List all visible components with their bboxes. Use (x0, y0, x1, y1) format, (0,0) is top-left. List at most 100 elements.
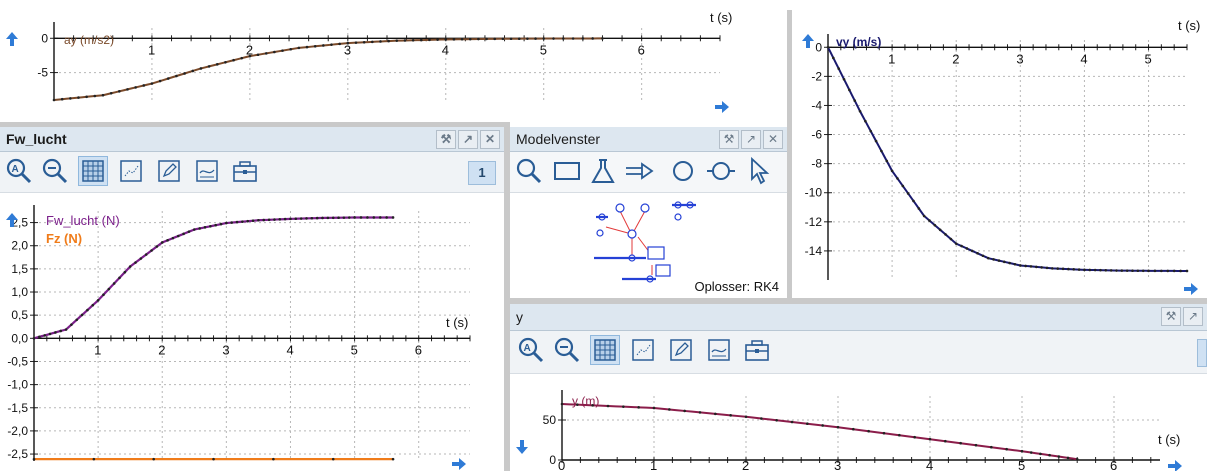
series-point (1083, 268, 1086, 272)
search-icon[interactable] (514, 156, 544, 186)
series-point (944, 439, 947, 443)
ay-graph[interactable]: 1 2 3 4 5 6 0 -5 t (s) ay (m/s2) (0, 0, 787, 122)
y-tick-label: -2,5 (7, 447, 28, 461)
splitter-vertical[interactable] (787, 10, 792, 300)
scroll-up-arrow-icon[interactable] (6, 32, 18, 51)
series-point (436, 38, 439, 41)
flow-arrow-icon[interactable] (624, 156, 654, 186)
series-point (112, 282, 116, 285)
splitter-vertical-lower[interactable] (504, 127, 510, 471)
series-point (342, 216, 346, 219)
edit-icon[interactable] (154, 156, 184, 186)
graph-icon[interactable] (704, 335, 734, 365)
series-point (552, 37, 555, 40)
connector-icon[interactable] (706, 156, 736, 186)
graph-icon[interactable] (192, 156, 222, 186)
series-point (134, 86, 137, 89)
series-point (832, 56, 835, 60)
y-titlebar[interactable]: y ⚒ ↗ (510, 304, 1207, 331)
series-point (80, 313, 84, 317)
close-icon[interactable]: ✕ (480, 130, 500, 149)
series-point (101, 93, 105, 97)
series-point (59, 329, 63, 333)
flask-icon[interactable] (588, 156, 618, 186)
page-number-badge[interactable]: 1 (468, 161, 496, 185)
series-point (1056, 267, 1060, 270)
series-point (150, 249, 153, 252)
zoom-out-icon[interactable] (40, 156, 70, 186)
series-point (452, 38, 456, 41)
series-point (1035, 265, 1038, 269)
undock-icon[interactable]: ↗ (1183, 307, 1203, 326)
series-point (428, 38, 431, 42)
series-point (974, 443, 978, 447)
series-point (858, 109, 862, 113)
model-window-titlebar[interactable]: Modelvenster ⚒ ↗ ✕ (510, 127, 787, 152)
fw-lucht-titlebar[interactable]: Fw_lucht ⚒ ↗ ✕ (0, 127, 504, 152)
series-point (867, 429, 870, 433)
y-tick-label: 0 (41, 31, 48, 45)
series-point (150, 82, 154, 85)
series-point (215, 63, 219, 66)
zoom-auto-icon[interactable]: A (4, 156, 34, 186)
scroll-right-arrow-icon[interactable] (452, 457, 466, 471)
series-point (990, 445, 993, 449)
undock-icon[interactable]: ↗ (741, 130, 761, 149)
splitter-horizontal-right[interactable] (510, 298, 1207, 304)
scroll-up-arrow-icon[interactable] (6, 213, 18, 232)
series-point (986, 256, 990, 260)
series-point (182, 232, 185, 236)
wrench-icon[interactable]: ⚒ (436, 130, 456, 149)
edit-icon[interactable] (666, 335, 696, 365)
fw-lucht-toolbar: A 1 (0, 152, 504, 193)
series-point (299, 217, 303, 220)
series-point (1048, 453, 1051, 457)
points-icon[interactable] (628, 335, 658, 365)
toolbox-icon[interactable] (230, 156, 260, 186)
series-point (652, 406, 656, 410)
scroll-right-arrow-icon[interactable] (715, 100, 729, 118)
series-point (622, 405, 625, 408)
y-tick-label: 2,0 (11, 239, 28, 253)
panel-title: Fw_lucht (6, 131, 67, 147)
scroll-right-arrow-icon[interactable] (1168, 459, 1182, 471)
page-number-badge[interactable] (1197, 339, 1207, 367)
undock-icon[interactable]: ↗ (458, 130, 478, 149)
splitter-horizontal-left[interactable] (0, 122, 510, 127)
y-tick-label: 0 (549, 453, 556, 467)
pointer-icon[interactable] (746, 156, 776, 186)
y-graph[interactable]: 0 1 2 3 4 5 6 50 0 t (s) y (m) (510, 374, 1207, 471)
series-point (864, 119, 867, 123)
scroll-up-arrow-icon[interactable] (802, 34, 814, 53)
circle-icon[interactable] (668, 156, 698, 186)
series-point (517, 37, 521, 40)
series-point (107, 287, 111, 291)
rectangle-icon[interactable] (552, 156, 582, 186)
grid-icon[interactable] (78, 156, 108, 186)
series-point (235, 220, 239, 224)
grid-icon[interactable] (590, 335, 620, 365)
points-icon[interactable] (116, 156, 146, 186)
series-point (207, 65, 211, 68)
vy-graph[interactable]: 1 2 3 4 5 0 -2 -4 -6 -8 -10 -12 -14 t (s) vy (m/s) (792, 0, 1207, 298)
scroll-down-arrow-icon[interactable] (516, 440, 528, 459)
toolbox-icon[interactable] (742, 335, 772, 365)
x-tick-label: 5 (1018, 458, 1025, 471)
series-point (790, 420, 794, 424)
series-point (1125, 269, 1129, 272)
zoom-auto-icon[interactable]: A (516, 335, 546, 365)
series-point (976, 252, 979, 255)
series-point (192, 228, 196, 231)
series-point (683, 409, 686, 413)
scroll-right-arrow-icon[interactable] (1184, 282, 1198, 298)
zoom-out-icon[interactable] (552, 335, 582, 365)
close-icon[interactable]: ✕ (763, 130, 783, 149)
fw-lucht-graph[interactable]: 1 2 3 4 5 62,52,01,51,00,50,0-0,5-1,0-1,5-2,0… (0, 193, 504, 471)
wrench-icon[interactable]: ⚒ (719, 130, 739, 149)
wrench-icon[interactable]: ⚒ (1161, 307, 1181, 326)
model-diagram[interactable] (510, 193, 787, 298)
y-tick-label: -12 (805, 215, 823, 229)
series-point (75, 318, 79, 322)
series-point (199, 67, 203, 70)
series-point (92, 457, 96, 461)
